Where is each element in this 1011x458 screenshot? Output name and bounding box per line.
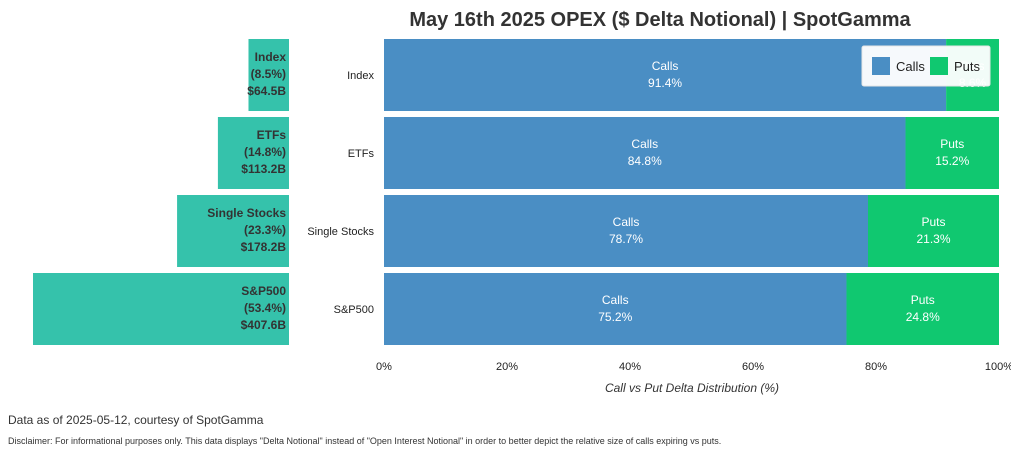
x-tick-label: 40%: [619, 361, 641, 373]
share-bar: [177, 195, 289, 267]
category-label: ETFs: [348, 148, 375, 160]
share-label: S&P500: [241, 284, 286, 298]
puts-bar: [905, 117, 999, 189]
share-label: (8.5%): [251, 67, 286, 81]
share-bar: [217, 117, 289, 189]
calls-bar-value: 84.8%: [628, 154, 662, 168]
legend-swatch: [930, 57, 948, 75]
calls-bar-label: Calls: [652, 59, 679, 73]
puts-bar-value: 21.3%: [916, 232, 950, 246]
legend-swatch: [872, 57, 890, 75]
share-label: $178.2B: [241, 240, 287, 254]
x-axis-label: Call vs Put Delta Distribution (%): [605, 381, 779, 395]
share-label: ETFs: [257, 128, 287, 142]
puts-bar-value: 15.2%: [935, 154, 969, 168]
legend-label: Puts: [954, 59, 981, 74]
calls-bar-value: 78.7%: [609, 232, 643, 246]
share-bar: [248, 39, 289, 111]
share-label: $407.6B: [241, 318, 287, 332]
share-label: Index: [255, 50, 287, 64]
share-bar: [33, 273, 289, 345]
puts-bar: [868, 195, 999, 267]
chart-title: May 16th 2025 OPEX ($ Delta Notional) | …: [409, 9, 911, 31]
puts-bar: [846, 273, 999, 345]
calls-bar-value: 75.2%: [598, 310, 632, 324]
calls-bar-label: Calls: [613, 215, 640, 229]
calls-bar-label: Calls: [631, 137, 658, 151]
x-tick-label: 60%: [742, 361, 764, 373]
share-label: (53.4%): [244, 301, 286, 315]
data-source-note: Data as of 2025-05-12, courtesy of SpotG…: [8, 413, 264, 427]
calls-bar-value: 91.4%: [648, 76, 682, 90]
puts-bar-value: 24.8%: [906, 310, 940, 324]
category-labels: Index ETFs Single Stocks S&P500: [307, 70, 374, 316]
calls-bar-label: Calls: [602, 293, 629, 307]
x-axis: 0% 20% 40% 60% 80% 100%: [376, 361, 1011, 373]
x-tick-label: 0%: [376, 361, 392, 373]
category-label: S&P500: [334, 304, 374, 316]
x-tick-label: 100%: [985, 361, 1011, 373]
legend: Calls Puts: [861, 45, 991, 87]
legend-label: Calls: [896, 59, 925, 74]
share-label: (14.8%): [244, 145, 286, 159]
puts-bar-label: Puts: [940, 137, 964, 151]
category-label: Single Stocks: [307, 226, 374, 238]
calls-bar: [384, 39, 947, 111]
puts-bar-label: Puts: [921, 215, 945, 229]
share-label: $64.5B: [247, 84, 286, 98]
category-label: Index: [347, 70, 374, 82]
share-bars: Index (8.5%) $64.5B ETFs (14.8%) $113.2B Singl…: [33, 39, 289, 345]
x-tick-label: 80%: [865, 361, 887, 373]
puts-bar-label: Puts: [911, 293, 935, 307]
share-label: (23.3%): [244, 223, 286, 237]
calls-bar: [384, 273, 847, 345]
x-tick-label: 20%: [496, 361, 518, 373]
calls-bar: [384, 117, 906, 189]
share-label: $113.2B: [241, 162, 286, 176]
legend-box: [861, 45, 991, 87]
calls-bar: [384, 195, 869, 267]
share-label: Single Stocks: [207, 206, 286, 220]
disclaimer-text: Disclaimer: For informational purposes o…: [8, 436, 722, 446]
